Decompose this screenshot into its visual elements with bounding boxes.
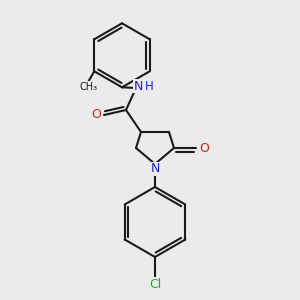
- Text: N: N: [150, 163, 160, 176]
- Text: CH₃: CH₃: [79, 82, 97, 92]
- Text: N: N: [133, 80, 143, 92]
- Text: O: O: [199, 142, 209, 154]
- Text: H: H: [145, 80, 153, 92]
- Text: Cl: Cl: [149, 278, 161, 290]
- Text: O: O: [91, 109, 101, 122]
